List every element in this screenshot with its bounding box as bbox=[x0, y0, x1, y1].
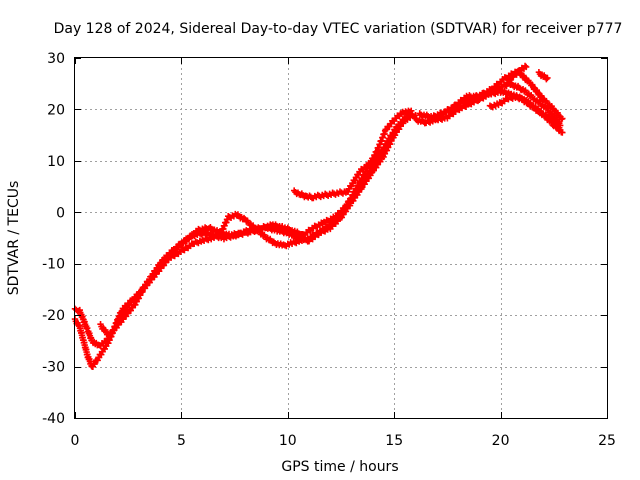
y-tick-label: -20 bbox=[42, 308, 65, 324]
data-point-marker bbox=[521, 62, 529, 70]
y-tick-label: 10 bbox=[47, 154, 65, 170]
x-tick-labels: 0 5 10 15 20 25 bbox=[71, 433, 616, 449]
y-axis-label: SDTVAR / TECUs bbox=[6, 181, 22, 296]
data-point-marker bbox=[556, 126, 564, 134]
data-layer bbox=[71, 62, 566, 370]
axis-ticks bbox=[75, 58, 608, 419]
y-tick-label: 30 bbox=[47, 51, 65, 67]
x-tick-label: 20 bbox=[492, 433, 510, 449]
x-tick-label: 10 bbox=[279, 433, 297, 449]
x-tick-label: 5 bbox=[177, 433, 186, 449]
series-track-10 bbox=[535, 69, 551, 83]
x-tick-label: 25 bbox=[598, 433, 616, 449]
x-axis-label: GPS time / hours bbox=[281, 459, 398, 475]
y-tick-labels: -40 -30 -20 -10 0 10 20 30 bbox=[42, 51, 65, 427]
y-tick-label: -40 bbox=[42, 411, 65, 427]
series-track-3 bbox=[97, 107, 415, 340]
data-point-marker bbox=[559, 115, 566, 122]
x-tick-label: 15 bbox=[385, 433, 403, 449]
y-tick-label: 0 bbox=[56, 205, 65, 221]
y-tick-label: -30 bbox=[42, 360, 65, 376]
x-tick-label: 0 bbox=[71, 433, 80, 449]
chart-title: Day 128 of 2024, Sidereal Day-to-day VTE… bbox=[54, 21, 623, 37]
data-point-marker bbox=[544, 74, 551, 82]
series-track-9 bbox=[503, 62, 530, 86]
data-point-marker bbox=[395, 121, 402, 128]
y-tick-label: 20 bbox=[47, 102, 65, 118]
plot-frame bbox=[74, 57, 608, 419]
data-point-marker bbox=[543, 75, 550, 83]
data-point-marker bbox=[408, 107, 415, 114]
series-track-8 bbox=[486, 93, 564, 134]
y-tick-label: -10 bbox=[42, 257, 65, 273]
series-track-4 bbox=[290, 121, 402, 202]
data-point-marker bbox=[522, 63, 530, 71]
